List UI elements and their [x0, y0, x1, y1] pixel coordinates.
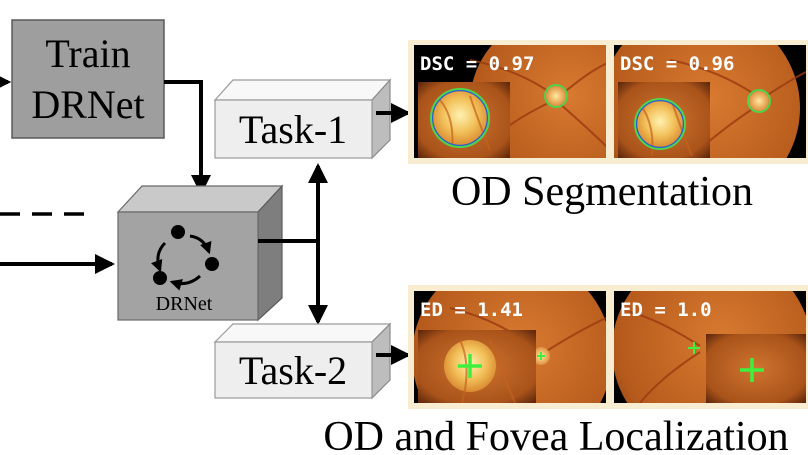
task2-label: Task-2: [239, 348, 347, 393]
od-cross-marker-1: [458, 354, 482, 378]
train-box-line2: DRNet: [31, 82, 144, 127]
drnet-cube-top: [116, 185, 284, 213]
train-drnet-box: Train DRNet: [11, 19, 165, 139]
seg-metric-1: DSC = 0.97: [420, 53, 534, 75]
task1-label: Task-1: [239, 107, 347, 152]
task2-caption: OD and Fovea Localization: [323, 414, 788, 455]
task1-box: Task-1: [213, 78, 392, 160]
drnet-cube-front: [117, 211, 259, 321]
localization-results-panel: ED = 1.41 ED = 1.0: [408, 285, 808, 409]
train-to-drnet-arrow: [164, 80, 211, 195]
segmentation-image-1: DSC = 0.97: [414, 45, 606, 158]
fovea-cross-marker-2: [740, 358, 764, 382]
segmentation-image-2: DSC = 0.96: [614, 45, 806, 158]
cycle-icon: [151, 225, 219, 291]
drnet-cube: DRNet: [116, 184, 284, 322]
train-box-line1: Train: [45, 31, 130, 76]
localization-image-1: ED = 1.41: [414, 291, 606, 403]
seg-metric-2: DSC = 0.96: [620, 53, 734, 75]
loc-metric-2: ED = 1.0: [620, 299, 712, 321]
loc-metric-1: ED = 1.41: [420, 299, 523, 321]
task2-box: Task-2: [213, 322, 392, 400]
drnet-cube-label: DRNet: [156, 293, 213, 315]
localization-image-2: ED = 1.0: [614, 291, 806, 403]
segmentation-results-panel: DSC = 0.97 DSC = 0.96: [408, 40, 808, 164]
task1-caption: OD Segmentation: [451, 169, 753, 215]
